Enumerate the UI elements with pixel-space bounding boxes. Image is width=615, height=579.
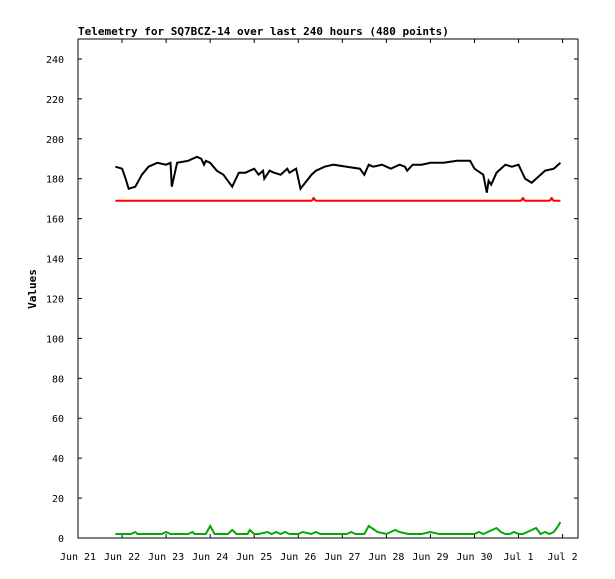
- y-tick-label: 60: [52, 414, 64, 425]
- x-tick-label: Jun 24: [192, 552, 228, 563]
- series-line-2: [115, 521, 562, 536]
- x-tick-label: Jun 21: [60, 552, 96, 563]
- y-tick-label: 100: [46, 334, 64, 345]
- y-tick-label: 0: [58, 534, 64, 545]
- x-tick-label: Jun 27: [324, 552, 360, 563]
- x-tick-label: Jul 2: [548, 552, 578, 563]
- y-tick-label: 180: [46, 175, 64, 186]
- x-tick-label: Jun 26: [280, 552, 316, 563]
- y-tick-label: 140: [46, 255, 64, 266]
- y-tick-label: 120: [46, 294, 64, 305]
- y-axis-label: Values: [26, 269, 39, 309]
- y-tick-label: 40: [52, 454, 64, 465]
- y-tick-label: 20: [52, 494, 64, 505]
- x-tick-label: Jun 30: [456, 552, 492, 563]
- series-line-0: [115, 155, 562, 193]
- x-tick-label: Jul 1: [503, 552, 533, 563]
- x-axis: Jun 21 Jun 22 Jun 23 Jun 24 Jun 25 Jun 26 Jun …: [60, 39, 578, 563]
- chart-title: Telemetry for SQ7BCZ-14 over last 240 ho…: [78, 25, 449, 38]
- series-point: [521, 197, 525, 201]
- x-tick-label: Jun 29: [412, 552, 448, 563]
- y-tick-label: 80: [52, 374, 64, 385]
- y-axis: 0 20 40 60 80 100 120 140 160 180 200 220 240: [46, 55, 578, 545]
- y-tick-label: 160: [46, 215, 64, 226]
- x-tick-label: Jun 23: [148, 552, 184, 563]
- plot-area-frame: [77, 38, 579, 539]
- y-tick-label: 200: [46, 135, 64, 146]
- x-tick-label: Jun 25: [236, 552, 272, 563]
- series-layer: [115, 155, 562, 536]
- x-tick-label: Jun 28: [368, 552, 404, 563]
- series-point: [549, 197, 554, 201]
- y-tick-label: 240: [46, 55, 64, 66]
- y-tick-label: 220: [46, 95, 64, 106]
- x-tick-label: Jun 22: [104, 552, 140, 563]
- series-point: [312, 197, 316, 201]
